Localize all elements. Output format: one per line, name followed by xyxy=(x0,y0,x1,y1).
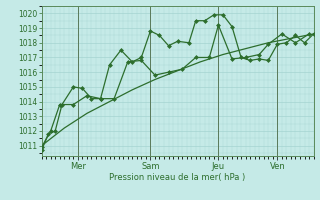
X-axis label: Pression niveau de la mer( hPa ): Pression niveau de la mer( hPa ) xyxy=(109,173,246,182)
